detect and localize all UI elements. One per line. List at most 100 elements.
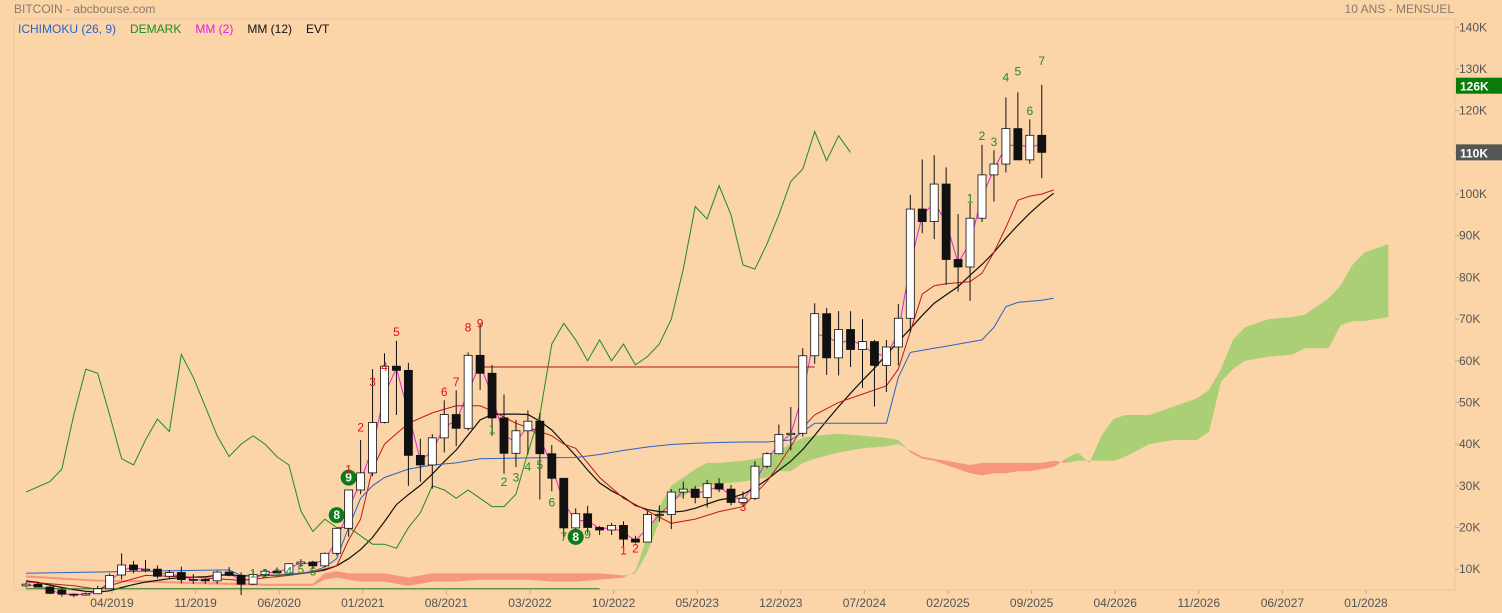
candle [93,585,103,595]
demark-label: 8 [572,530,579,544]
candle-body [571,513,581,529]
candle [822,307,832,375]
candle-body [427,437,437,466]
candle [726,484,736,506]
candle-body [296,561,306,565]
candle-body [272,570,282,574]
candle-body [523,420,533,432]
candle [810,303,820,364]
candle [153,565,162,579]
candle-body [248,574,258,585]
ichimoku-cloud-segment [324,571,337,580]
demark-label: 8 [333,508,340,522]
x-tick-label: 03/2022 [508,596,552,610]
ichimoku-cloud-segment [982,462,994,476]
candle [882,339,891,393]
candle-body [1001,128,1011,165]
ichimoku-cloud-segment [695,462,708,488]
candle [678,481,688,499]
candle [272,567,282,574]
demark-circle [328,507,345,524]
candle [164,569,174,579]
candle-body [200,579,210,582]
candle-body [798,355,808,434]
ichimoku-cloud-segment [946,460,959,470]
candle-body [666,491,676,515]
ichimoku-cloud-segment [348,573,361,582]
candle [989,150,999,202]
x-tick-label: 07/2024 [843,596,887,610]
candle-body [941,183,951,260]
candle-body [738,497,748,503]
y-tick-label: 10K [1459,562,1480,576]
ichimoku-cloud-segment [1089,435,1102,463]
candle-body [475,354,485,374]
candle-body [929,183,939,222]
ichimoku-cloud-segment [1221,339,1233,382]
ichimoku-cloud-segment [623,571,636,578]
ichimoku-cloud-segment [862,435,887,449]
candle [188,574,198,584]
candle-body [834,329,843,359]
candle [21,582,31,588]
x-tick-label: 01/2021 [341,596,385,610]
kijun-line [25,189,1054,590]
demark-label: 7 [453,375,460,389]
candle [750,461,760,500]
candle [427,434,437,489]
candle-body [451,414,461,429]
candle [356,439,366,495]
candle-body [463,354,473,429]
legend-mm12[interactable]: MM (12) [247,22,293,36]
candle-body [93,588,103,595]
y-tick-label: 30K [1459,479,1480,493]
ichimoku-cloud-segment [958,462,971,474]
candle [129,560,138,574]
candle [368,369,377,477]
candle [654,505,664,522]
demark-label: 3 [740,500,747,514]
ichimoku-cloud-segment [1173,398,1198,440]
ichimoku-cloud-segment [886,437,899,447]
demark-label: 4 [525,460,532,474]
demark-label: 4 [381,360,388,374]
x-tick-label: 06/2027 [1261,596,1305,610]
x-tick-label: 05/2023 [676,596,720,610]
ichimoku-cloud-segment [1292,314,1305,355]
candle-body [631,538,640,543]
legend-demark[interactable]: DEMARK [130,22,182,36]
candle-body [822,313,832,359]
candle [607,522,616,535]
candle [296,559,306,568]
candle [929,155,939,240]
ichimoku-cloud-segment [1232,327,1245,370]
candle-body [810,313,820,357]
ichimoku-cloud-segment [1101,419,1114,461]
ichimoku-cloud-segment [802,435,815,463]
candle-body [380,365,389,423]
x-tick-label: 09/2025 [1010,596,1054,610]
candle-body [356,472,366,491]
candle [176,566,186,584]
legend-evt[interactable]: EVT [306,22,330,36]
ichimoku-cloud-segment [707,462,720,486]
candle [535,412,545,500]
legend-mm2[interactable]: MM (2) [195,22,234,36]
candle [439,400,449,453]
ichimoku-cloud-segment [910,450,923,459]
demark-label: 5 [298,562,305,576]
legend-ichimoku[interactable]: ICHIMOKU (26, 9) [18,22,117,36]
candle-body [153,568,162,577]
candle [248,571,258,585]
candle-body [619,524,628,540]
y-tick-label: 50K [1459,395,1480,409]
candle-body [284,563,294,574]
x-tick-label: 12/2023 [759,596,803,610]
candle-body [164,572,174,577]
candle [451,390,461,447]
demark-label: 1 [345,462,352,476]
ichimoku-cloud-segment [1149,406,1174,445]
ichimoku-cloud-segment [480,573,504,580]
ichimoku-cloud-segment [1268,317,1293,357]
